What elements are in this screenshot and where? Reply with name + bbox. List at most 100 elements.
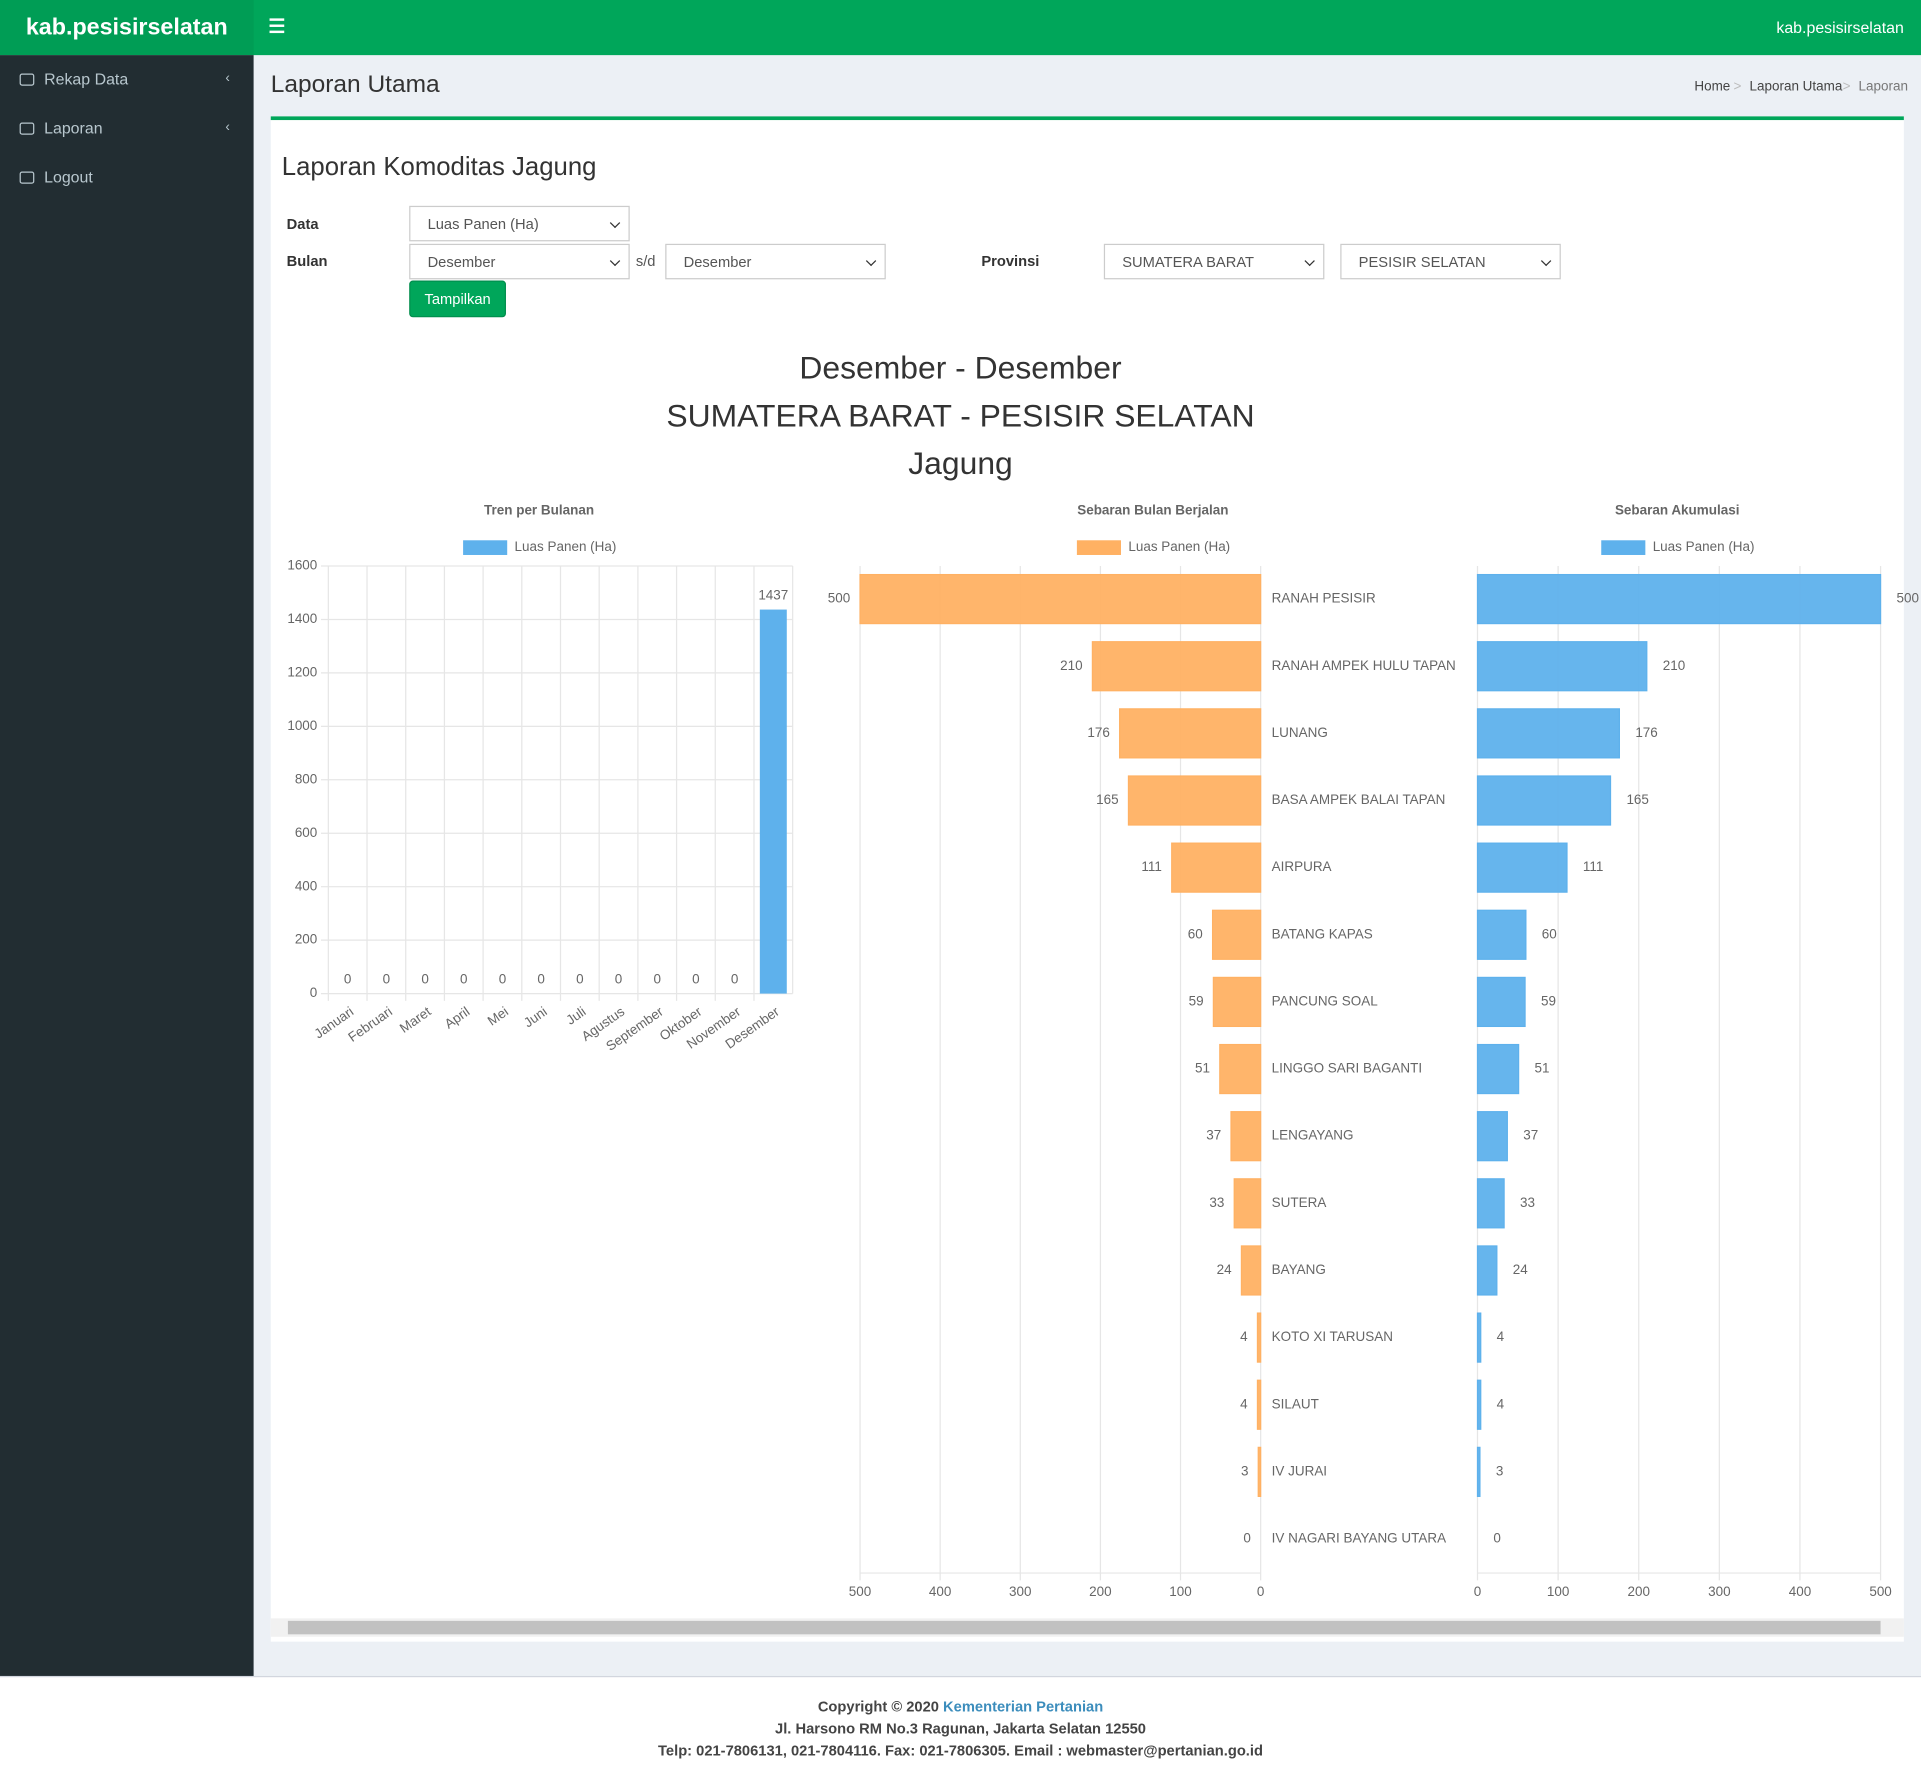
- value-label: 37: [1206, 1128, 1221, 1143]
- value-label: 165: [1626, 792, 1648, 807]
- bar: [1478, 843, 1567, 892]
- value-label: 0: [653, 972, 661, 987]
- value-label: 60: [1542, 926, 1557, 941]
- x-tick-label: 100: [1169, 1584, 1191, 1599]
- bar: [1478, 1179, 1505, 1228]
- x-tick-label: 500: [1869, 1584, 1891, 1599]
- x-tick-label: Mei: [485, 1004, 511, 1029]
- category-label: RANAH PESISIR: [1272, 591, 1376, 606]
- value-label: 111: [1583, 859, 1603, 874]
- bar: [860, 575, 1261, 624]
- value-label: 4: [1497, 1329, 1505, 1344]
- value-label: 4: [1240, 1396, 1248, 1411]
- category-label: BAYANG: [1272, 1262, 1326, 1277]
- value-label: 4: [1497, 1396, 1505, 1411]
- bar: [1120, 709, 1261, 758]
- value-label: 0: [537, 972, 545, 987]
- bar: [1478, 575, 1881, 624]
- x-tick-label: 0: [1474, 1584, 1482, 1599]
- value-label: 0: [615, 972, 623, 987]
- value-label: 0: [1243, 1531, 1251, 1546]
- value-label: 0: [344, 972, 352, 987]
- x-tick-label: 400: [929, 1584, 951, 1599]
- category-label: LUNANG: [1272, 725, 1328, 740]
- bar: [1172, 843, 1261, 892]
- bar: [1213, 977, 1260, 1026]
- category-label: BASA AMPEK BALAI TAPAN: [1272, 792, 1446, 807]
- category-label: LINGGO SARI BAGANTI: [1272, 1061, 1422, 1076]
- bar: [1478, 1112, 1508, 1161]
- category-label: PANCUNG SOAL: [1272, 993, 1379, 1008]
- category-label: SUTERA: [1272, 1195, 1327, 1210]
- value-label: 33: [1209, 1195, 1224, 1210]
- x-tick-label: 300: [1708, 1584, 1730, 1599]
- value-label: 51: [1195, 1061, 1210, 1076]
- x-tick-label: 500: [849, 1584, 871, 1599]
- x-tick-label: 100: [1547, 1584, 1569, 1599]
- bar: [1478, 977, 1526, 1026]
- footer-link[interactable]: Kementerian Pertanian: [943, 1698, 1103, 1715]
- footer: Copyright © 2020 Kementerian Pertanian J…: [0, 1676, 1921, 1790]
- x-tick-label: 0: [1257, 1584, 1265, 1599]
- x-tick-label: 200: [1627, 1584, 1649, 1599]
- legend-label: Luas Panen (Ha): [515, 539, 617, 554]
- copyright: Copyright © 2020: [818, 1698, 939, 1715]
- value-label: 176: [1087, 725, 1109, 740]
- category-label: RANAH AMPEK HULU TAPAN: [1272, 658, 1456, 673]
- value-label: 0: [576, 972, 584, 987]
- category-label: IV JURAI: [1272, 1463, 1327, 1478]
- legend-label: Luas Panen (Ha): [1128, 539, 1230, 554]
- bar: [1241, 1246, 1260, 1295]
- y-tick-label: 1400: [287, 611, 317, 626]
- y-tick-label: 1000: [287, 718, 317, 733]
- bar: [1257, 1380, 1260, 1429]
- value-label: 0: [1493, 1531, 1501, 1546]
- x-tick-label: Februari: [345, 1004, 395, 1045]
- category-label: KOTO XI TARUSAN: [1272, 1329, 1393, 1344]
- value-label: 51: [1535, 1061, 1550, 1076]
- y-tick-label: 400: [295, 878, 317, 893]
- scroll-thumb[interactable]: [288, 1621, 1881, 1634]
- legend-swatch: [1601, 540, 1645, 555]
- bar: [760, 610, 787, 994]
- bar: [1478, 1380, 1481, 1429]
- x-tick-label: 400: [1789, 1584, 1811, 1599]
- category-label: AIRPURA: [1272, 859, 1332, 874]
- value-label: 3: [1241, 1463, 1249, 1478]
- y-tick-label: 0: [310, 985, 318, 1000]
- y-tick-label: 600: [295, 825, 317, 840]
- value-label: 3: [1496, 1463, 1504, 1478]
- value-label: 500: [1897, 591, 1919, 606]
- bar: [1257, 1313, 1260, 1362]
- y-tick-label: 800: [295, 771, 317, 786]
- contact: Telp: 021-7806131, 021-7804116. Fax: 021…: [0, 1740, 1921, 1762]
- bar: [1478, 1313, 1481, 1362]
- bar: [1258, 1447, 1260, 1496]
- x-tick-label: 300: [1009, 1584, 1031, 1599]
- value-label: 24: [1217, 1262, 1232, 1277]
- category-label: LENGAYANG: [1272, 1128, 1354, 1143]
- x-tick-label: Juli: [563, 1004, 588, 1028]
- value-label: 0: [383, 972, 390, 987]
- value-label: 0: [421, 972, 429, 987]
- legend-label: Luas Panen (Ha): [1653, 539, 1755, 554]
- value-label: 0: [731, 972, 739, 987]
- value-label: 59: [1189, 993, 1204, 1008]
- value-label: 500: [828, 591, 850, 606]
- value-label: 60: [1188, 926, 1203, 941]
- value-label: 0: [499, 972, 507, 987]
- value-label: 0: [692, 972, 700, 987]
- bar: [1478, 709, 1620, 758]
- bar: [1478, 776, 1611, 825]
- bar: [1213, 910, 1261, 959]
- scrollbar[interactable]: [271, 1618, 1904, 1636]
- y-tick-label: 1600: [287, 558, 317, 573]
- x-tick-label: 200: [1089, 1584, 1111, 1599]
- value-label: 4: [1240, 1329, 1248, 1344]
- value-label: 111: [1141, 859, 1161, 874]
- value-label: 33: [1520, 1195, 1535, 1210]
- bar: [1478, 1246, 1497, 1295]
- value-label: 176: [1635, 725, 1657, 740]
